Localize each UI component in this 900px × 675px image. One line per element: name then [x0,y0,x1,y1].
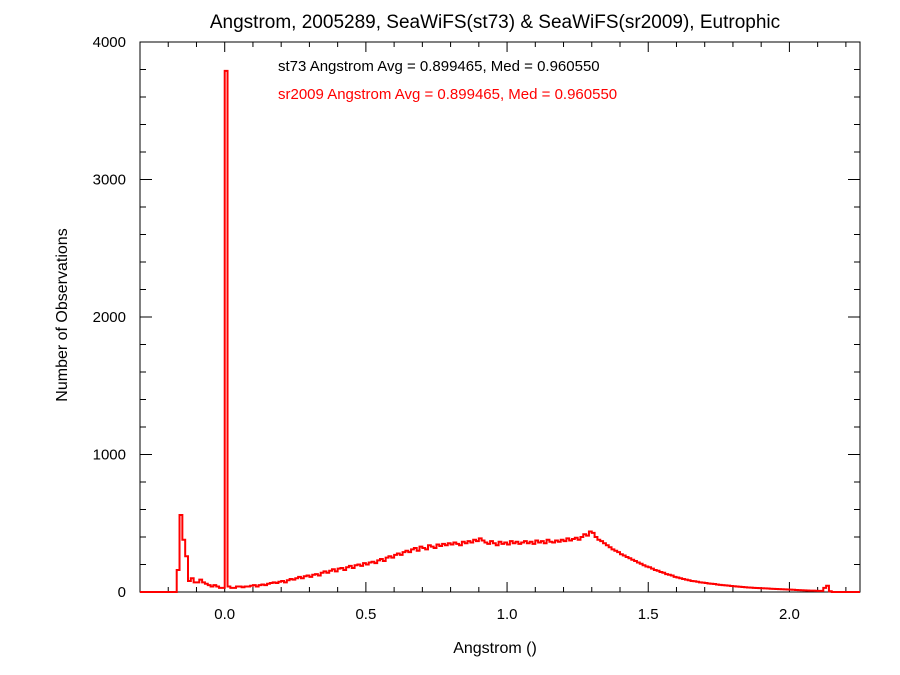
histogram-step-line [140,69,860,593]
y-tick-label: 3000 [93,172,126,189]
y-tick-label: 4000 [93,34,126,51]
x-tick-label: 1.5 [638,606,659,623]
y-tick-labels: 0 1000 2000 3000 4000 [93,34,126,601]
x-axis-label: Angstrom () [453,640,537,657]
x-tick-label: 1.0 [497,606,518,623]
annotation-sr2009: sr2009 Angstrom Avg = 0.899465, Med = 0.… [278,86,617,103]
y-tick-label: 1000 [93,447,126,464]
x-tick-labels: 0.0 0.5 1.0 1.5 2.0 [214,606,800,623]
tick-marks [140,41,860,593]
plot-frame [139,41,861,593]
x-tick-label: 0.5 [355,606,376,623]
y-axis-label: Number of Observations [54,228,71,401]
y-tick-label: 2000 [93,309,126,326]
y-tick-label: 0 [118,584,126,601]
x-tick-label: 2.0 [779,606,800,623]
annotation-st73: st73 Angstrom Avg = 0.899465, Med = 0.96… [278,58,600,75]
x-tick-label: 0.0 [214,606,235,623]
chart-title: Angstrom, 2005289, SeaWiFS(st73) & SeaWi… [210,12,780,33]
